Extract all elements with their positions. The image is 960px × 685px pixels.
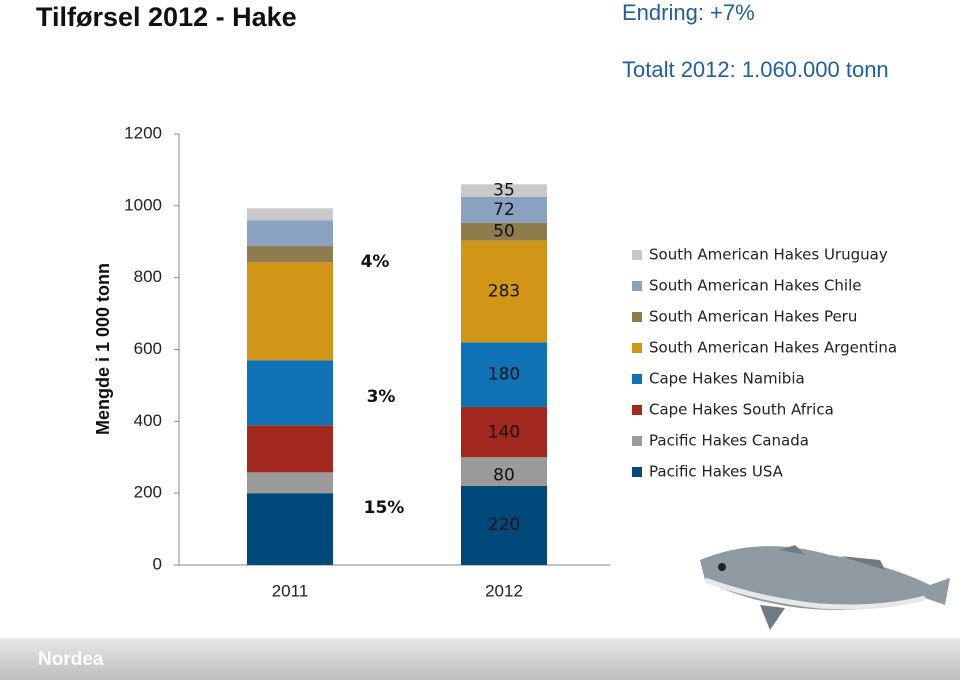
data-label: 180 — [488, 364, 520, 384]
annotation: 3% — [367, 387, 396, 407]
legend-label: South American Hakes Peru — [649, 308, 857, 326]
bar-segment — [461, 406, 547, 458]
legend-label: Cape Hakes South Africa — [649, 401, 834, 419]
bar-segment — [461, 342, 547, 407]
y-tick-label: 1000 — [124, 195, 162, 214]
y-tick-label: 200 — [134, 483, 162, 502]
bar-segment — [461, 222, 547, 241]
legend-swatch — [632, 467, 642, 477]
bar-segment — [247, 493, 333, 565]
y-tick-label: 1200 — [124, 123, 162, 142]
y-tick-label: 400 — [134, 411, 162, 430]
bar-segment — [461, 485, 547, 565]
legend-swatch — [632, 436, 642, 446]
subtitle: Endring: +7% — [622, 0, 755, 25]
legend-swatch — [632, 312, 642, 322]
bar-segment — [247, 425, 333, 473]
data-label: 220 — [488, 515, 520, 535]
fish — [700, 545, 950, 630]
brand-logo: Nordea — [38, 649, 104, 670]
bar-segment — [461, 240, 547, 343]
bar-segment — [247, 262, 333, 361]
y-axis-label: Mengde i 1 000 tonn — [93, 263, 113, 435]
bar-segment — [247, 246, 333, 263]
legend-label: Cape Hakes Namibia — [649, 370, 805, 388]
bar-segment — [461, 457, 547, 486]
y-tick-label: 600 — [134, 339, 162, 358]
bar-segment — [247, 208, 333, 221]
bar-segment — [247, 220, 333, 247]
data-label: 35 — [493, 181, 515, 201]
legend-swatch — [632, 250, 642, 260]
legend-label: South American Hakes Uruguay — [649, 246, 888, 264]
legend-swatch — [632, 405, 642, 415]
total-note: Totalt 2012: 1.060.000 tonn — [622, 57, 889, 82]
data-label: 80 — [493, 465, 515, 485]
annotation: 4% — [361, 252, 390, 272]
x-tick-label: 2011 — [272, 581, 309, 600]
footer-band — [0, 638, 960, 680]
data-label: 140 — [488, 422, 520, 442]
bar-segment — [247, 472, 333, 494]
legend-swatch — [632, 343, 642, 353]
legend-label: South American Hakes Argentina — [649, 339, 897, 357]
legend-label: Pacific Hakes USA — [649, 463, 784, 481]
y-tick-label: 800 — [134, 267, 162, 286]
bar-segment — [461, 184, 547, 197]
bar-segment — [247, 360, 333, 426]
x-tick-label: 2012 — [485, 581, 523, 600]
chart-title: Tilførsel 2012 - Hake — [36, 2, 297, 32]
annotation: 15% — [364, 498, 405, 518]
legend-label: South American Hakes Chile — [649, 277, 862, 295]
data-label: 283 — [488, 281, 520, 301]
legend-swatch — [632, 281, 642, 291]
data-label: 50 — [493, 222, 515, 242]
legend-swatch — [632, 374, 642, 384]
data-label: 72 — [493, 200, 515, 220]
y-tick-label: 0 — [153, 554, 162, 573]
bar-segment — [461, 196, 547, 223]
legend-label: Pacific Hakes Canada — [649, 432, 809, 450]
